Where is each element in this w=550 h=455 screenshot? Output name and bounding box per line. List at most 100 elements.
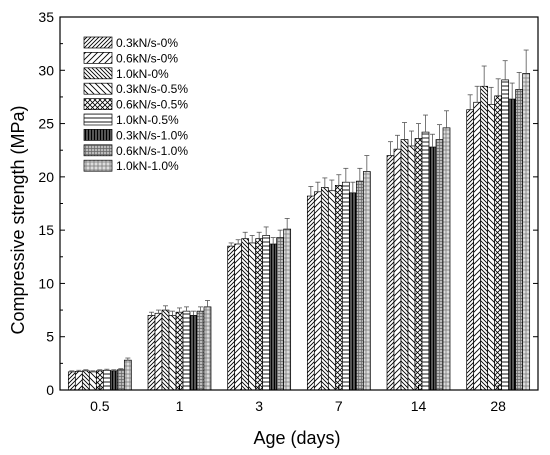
legend: 0.3kN/s-0%0.6kN/s-0% 1.0kN-0%0.3kN/s-0.5%… bbox=[83, 36, 188, 173]
bar bbox=[306, 195, 315, 391]
legend-item: 0.6kN/s-0.5% bbox=[83, 98, 188, 112]
bar bbox=[348, 192, 357, 391]
error-bar bbox=[125, 357, 131, 361]
bar bbox=[421, 131, 430, 391]
error-bar bbox=[444, 110, 449, 128]
bar bbox=[494, 95, 503, 391]
bar bbox=[161, 309, 170, 391]
bar bbox=[147, 315, 156, 391]
y-tick-label: 30 bbox=[38, 62, 54, 78]
error-bar bbox=[357, 167, 363, 182]
bar bbox=[355, 180, 364, 391]
legend-label: 1.0kN-1.0% bbox=[116, 159, 179, 173]
bar bbox=[442, 127, 451, 391]
legend-label: 0.3kN/s-0.5% bbox=[116, 82, 188, 96]
error-bar bbox=[83, 369, 89, 371]
error-bar bbox=[149, 311, 154, 316]
bar bbox=[189, 315, 198, 391]
bar bbox=[116, 369, 125, 391]
bar bbox=[262, 235, 271, 391]
error-bar bbox=[388, 141, 393, 156]
error-bar bbox=[111, 369, 117, 371]
error-bar bbox=[228, 242, 234, 247]
bar bbox=[227, 245, 236, 391]
error-bar bbox=[184, 306, 189, 312]
legend-swatch bbox=[83, 52, 113, 64]
bar bbox=[327, 190, 336, 391]
legend-label: 1.0kN-0% bbox=[116, 67, 169, 81]
bar bbox=[102, 369, 111, 391]
legend-label: 0.3kN/s-0% bbox=[116, 36, 178, 50]
bar bbox=[473, 101, 482, 391]
x-tick-label: 7 bbox=[335, 398, 343, 414]
bar bbox=[435, 139, 444, 391]
error-bar bbox=[364, 155, 370, 172]
error-bar bbox=[495, 78, 501, 96]
x-axis-title: Age (days) bbox=[253, 428, 340, 448]
x-tick-label: 14 bbox=[411, 398, 427, 414]
error-bar bbox=[308, 186, 314, 197]
bar bbox=[276, 237, 285, 391]
bar bbox=[334, 185, 343, 391]
error-bar bbox=[467, 94, 473, 110]
bar bbox=[501, 79, 510, 391]
legend-swatch bbox=[83, 36, 113, 49]
bar bbox=[175, 311, 184, 391]
error-bar bbox=[481, 65, 487, 87]
error-bar bbox=[502, 60, 508, 80]
error-bar bbox=[423, 114, 428, 133]
legend-label: 0.6kN/s-1.0% bbox=[116, 144, 188, 158]
y-tick-label: 15 bbox=[38, 222, 54, 238]
bar bbox=[123, 359, 132, 391]
legend-item: 1.0kN-1.0% bbox=[83, 159, 179, 173]
bar bbox=[241, 238, 250, 391]
error-bar bbox=[156, 309, 161, 314]
error-bar bbox=[336, 174, 342, 186]
error-bar bbox=[409, 130, 414, 146]
error-bar bbox=[205, 300, 210, 307]
bar bbox=[508, 98, 517, 391]
error-bar bbox=[235, 239, 241, 244]
error-bar bbox=[256, 231, 262, 239]
bar bbox=[320, 187, 329, 391]
legend-swatch bbox=[83, 129, 113, 141]
x-tick-label: 3 bbox=[255, 398, 263, 414]
y-tick-label: 5 bbox=[46, 329, 54, 345]
error-bar bbox=[416, 123, 421, 139]
error-bar bbox=[430, 133, 435, 148]
error-bar bbox=[315, 181, 321, 192]
error-bar bbox=[170, 310, 175, 316]
error-bar bbox=[76, 369, 82, 372]
legend-swatch bbox=[83, 98, 113, 110]
error-bar bbox=[523, 49, 529, 74]
legend-swatch bbox=[83, 67, 113, 80]
legend-item: 1.0kN-0% bbox=[83, 67, 169, 81]
bar bbox=[522, 73, 531, 391]
bar bbox=[414, 138, 423, 391]
y-tick-label: 0 bbox=[46, 382, 54, 398]
bar bbox=[255, 238, 264, 391]
legend-label: 0.6kN/s-0.5% bbox=[116, 98, 188, 112]
bar bbox=[203, 306, 212, 391]
bar bbox=[196, 310, 205, 391]
bar bbox=[428, 146, 437, 391]
bar bbox=[283, 228, 292, 391]
bar bbox=[515, 89, 524, 391]
bar bbox=[393, 148, 402, 391]
y-axis-title: Compressive strength (MPa) bbox=[8, 105, 28, 334]
bar bbox=[234, 243, 243, 391]
bar bbox=[67, 371, 76, 391]
error-bar bbox=[97, 369, 103, 371]
legend-swatch bbox=[83, 113, 113, 126]
error-bar bbox=[90, 370, 96, 372]
bar bbox=[109, 370, 118, 391]
bar bbox=[386, 155, 395, 391]
bar bbox=[487, 104, 496, 391]
error-bar bbox=[329, 179, 335, 191]
bar bbox=[341, 181, 350, 391]
bar bbox=[269, 243, 278, 391]
error-bar bbox=[488, 86, 494, 105]
error-bar bbox=[343, 167, 349, 183]
error-bars-layer bbox=[69, 49, 529, 372]
